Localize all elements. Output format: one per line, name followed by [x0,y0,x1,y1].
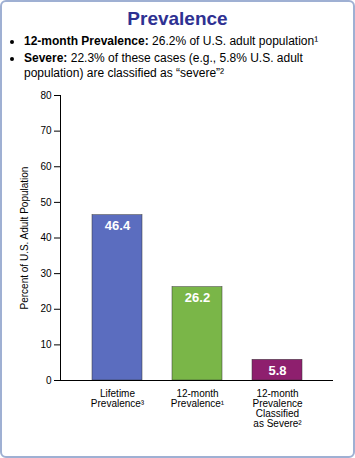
html-text:Severe: 22.3% of these cases (: Severe: 22.3% of these cases (e.g., 5.8%… [24,51,303,80]
svg-text:20: 20 [40,303,52,314]
svg-text:80: 80 [40,90,52,101]
svg-text:50: 50 [40,197,52,208]
html-text:Prevalence: Prevalence [127,8,228,29]
svg-text:70: 70 [40,125,52,136]
svg-text:26.2: 26.2 [185,290,210,305]
svg-text:30: 30 [40,268,52,279]
svg-text:5.8: 5.8 [268,363,286,378]
svg-text:Percent of U.S. Adult Populati: Percent of U.S. Adult Population [19,167,30,310]
svg-text:60: 60 [40,161,52,172]
svg-text:12-monthPrevalence¹: 12-monthPrevalence¹ [171,388,225,409]
svg-text:0: 0 [46,375,52,386]
html-text:12-month Prevalence: 26.2% of: 12-month Prevalence: 26.2% of U.S. adult… [24,34,319,48]
svg-text:46.4: 46.4 [105,218,131,233]
svg-text:LifetimePrevalence³: LifetimePrevalence³ [91,388,145,409]
svg-text:12-monthPrevalenceClassifiedas: 12-monthPrevalenceClassifiedas Severe² [252,388,302,429]
svg-text:10: 10 [40,339,52,350]
svg-text:40: 40 [40,232,52,243]
